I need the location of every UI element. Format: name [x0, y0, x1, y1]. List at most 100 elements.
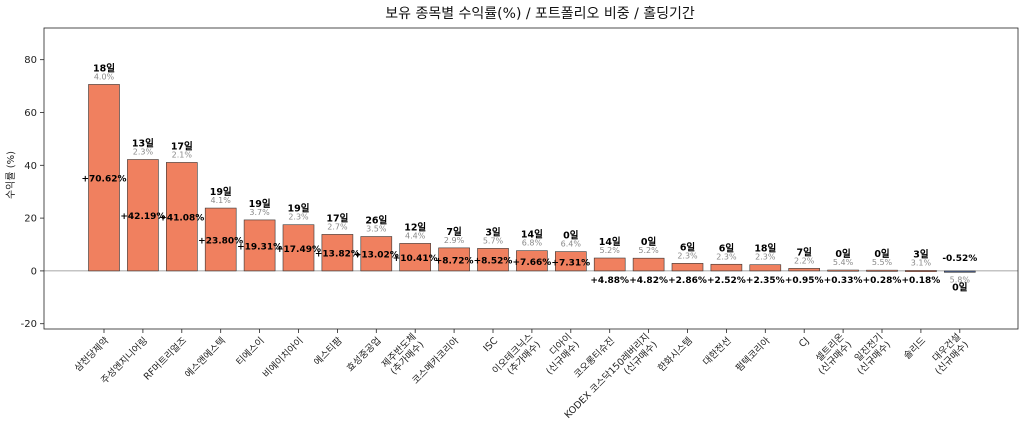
x-tick-label-line: 대한전선	[701, 335, 734, 368]
portfolio-weight-label: 4.0%	[94, 72, 115, 81]
bar	[943, 270, 976, 273]
value-label: +2.86%	[668, 276, 707, 286]
x-tick-label-line: ISC	[482, 335, 501, 354]
bar	[243, 219, 276, 272]
x-tick-label: 셀트리온(신규매수)	[814, 331, 854, 377]
holding-days-label: 12일	[404, 221, 426, 233]
x-tick-label: 비에이치아이	[260, 335, 306, 381]
portfolio-weight-label: 3.5%	[366, 225, 387, 234]
value-label: +19.31%	[237, 242, 282, 252]
holding-days-label: 0일	[874, 248, 890, 260]
holding-days-label: 17일	[326, 212, 348, 224]
value-label: +8.72%	[435, 256, 474, 266]
value-label: +7.31%	[551, 258, 590, 268]
portfolio-weight-label: 2.9%	[444, 236, 465, 245]
portfolio-weight-label: 2.3%	[716, 252, 737, 261]
portfolio-weight-label: 5.8%	[950, 275, 971, 284]
holding-days-label: 0일	[641, 236, 657, 248]
x-tick-label-line: 펌텍코리아	[733, 335, 773, 375]
value-label: +13.82%	[315, 250, 360, 260]
x-tick-label-line: 효성중공업	[344, 335, 383, 374]
bar	[905, 270, 937, 272]
value-label: +4.82%	[629, 276, 668, 286]
x-tick-label-line: 한화시스템	[655, 335, 694, 374]
x-tick-label: ISC	[482, 335, 501, 354]
x-tick-label: 솔리드	[902, 335, 929, 362]
portfolio-weight-label: 2.3%	[288, 213, 309, 222]
value-label: +4.88%	[590, 276, 629, 286]
value-label: +0.33%	[824, 276, 863, 286]
holding-days-label: 17일	[171, 140, 193, 152]
chart-title: 보유 종목별 수익률(%) / 포트폴리오 비중 / 홀딩기간	[385, 6, 695, 22]
x-tick-label: CJ	[797, 335, 811, 349]
bar	[477, 248, 509, 272]
bar	[360, 236, 393, 272]
x-tick-label: 이오테크닉스(추가매수)	[490, 331, 543, 377]
value-label: +70.62%	[81, 175, 126, 185]
value-label: +0.18%	[902, 276, 941, 286]
portfolio-weight-label: 5.2%	[600, 246, 621, 255]
value-label: +10.41%	[393, 254, 438, 264]
value-label: +2.52%	[707, 276, 746, 286]
holding-days-label: 7일	[446, 226, 462, 238]
holding-days-label: 14일	[521, 229, 543, 241]
portfolio-weight-label: 2.3%	[755, 253, 776, 262]
value-label: +0.28%	[863, 276, 902, 286]
y-axis-label: 수익률 (%)	[5, 151, 17, 199]
holding-days-label: 3일	[485, 226, 501, 238]
y-tick-label: -20	[21, 319, 37, 330]
bar	[321, 234, 354, 272]
portfolio-weight-label: 6.4%	[561, 240, 582, 249]
portfolio-weight-label: 2.1%	[172, 150, 193, 159]
y-tick-label: 40	[24, 161, 37, 172]
portfolio-weight-label: 5.7%	[483, 236, 504, 245]
x-tick-label: 에스앤에스텍	[183, 335, 228, 380]
x-tick-label: 티에스이	[234, 335, 267, 368]
bar	[204, 207, 237, 272]
portfolio-weight-label: 2.7%	[327, 222, 348, 231]
value-label: +8.52%	[474, 257, 513, 267]
x-tick-label-line: CJ	[797, 335, 811, 349]
value-label: +2.35%	[746, 276, 785, 286]
holding-days-label: 19일	[210, 186, 232, 198]
bar	[399, 243, 432, 272]
bar	[88, 84, 120, 272]
x-tick-label-line: 솔리드	[902, 335, 929, 362]
portfolio-weight-label: 6.8%	[522, 239, 543, 248]
holding-days-label: 13일	[132, 138, 154, 150]
x-tick-label: 대우건설(신규매수)	[931, 332, 971, 378]
bar	[749, 264, 782, 272]
bar	[282, 224, 315, 272]
bar	[127, 159, 159, 272]
portfolio-weight-label: 2.3%	[677, 251, 698, 260]
y-tick-label: 20	[24, 214, 37, 225]
x-tick-label: 한화시스템	[655, 335, 694, 374]
x-tick-label-line: 비에이치아이	[260, 335, 306, 381]
holding-days-label: 18일	[754, 243, 776, 255]
holding-days-label: 3일	[913, 248, 929, 260]
x-tick-label: 삼천당제약	[72, 335, 112, 375]
x-tick-label: 대한전선	[701, 335, 734, 368]
x-tick-label: 펌텍코리아	[733, 335, 773, 375]
x-tick-label-line: 에스티팜	[312, 335, 345, 368]
bar	[632, 257, 665, 272]
holding-days-label: 26일	[365, 215, 387, 227]
x-tick-label: 일진전기(신규매수)	[853, 332, 893, 378]
x-tick-label: 효성중공업	[344, 335, 383, 374]
portfolio-weight-label: 2.3%	[133, 148, 154, 157]
x-tick-label-line: 삼천당제약	[72, 335, 112, 375]
holding-days-label: 19일	[249, 198, 271, 210]
holding-days-label: 6일	[680, 241, 696, 253]
holding-days-label: 0일	[835, 248, 851, 260]
value-label: +41.08%	[159, 214, 204, 224]
value-label: -0.52%	[942, 254, 977, 264]
bar	[671, 263, 704, 272]
portfolio-weight-label: 5.5%	[872, 258, 893, 267]
portfolio-weight-label: 5.4%	[833, 258, 854, 267]
bar	[710, 263, 743, 272]
holding-days-label: 0일	[563, 230, 579, 242]
holding-days-label: 6일	[719, 242, 735, 254]
y-tick-label: 80	[24, 55, 37, 66]
holding-days-label: 18일	[93, 62, 115, 74]
